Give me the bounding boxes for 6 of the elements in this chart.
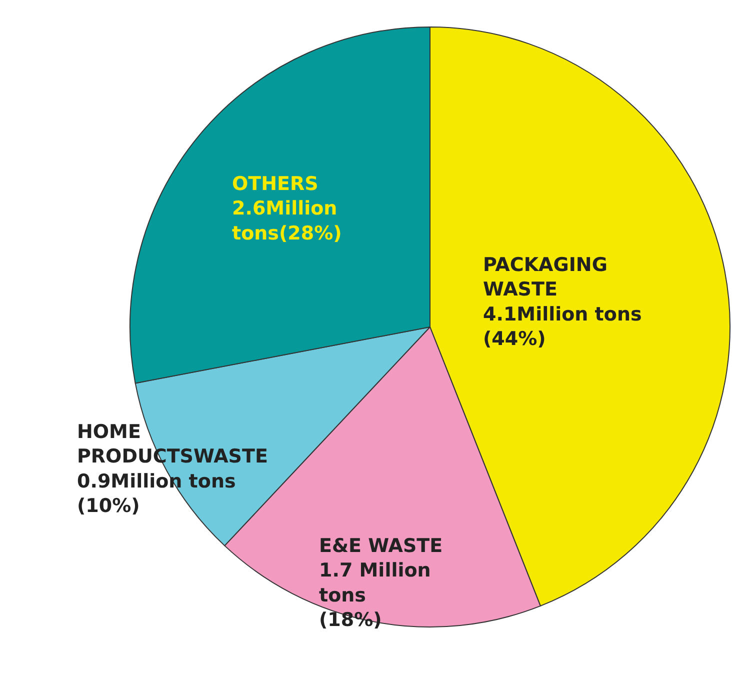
data-label: 4.1Million tons (44%): [483, 303, 642, 350]
data-label: 1.7 Million tons (18%): [319, 560, 431, 632]
slice-label: E&E WASTE: [319, 535, 443, 557]
data-label: 2.6Million tons(28%): [232, 198, 342, 244]
slice-label: OTHERS: [232, 173, 318, 195]
slice-label: PACKAGING WASTE: [483, 254, 608, 301]
